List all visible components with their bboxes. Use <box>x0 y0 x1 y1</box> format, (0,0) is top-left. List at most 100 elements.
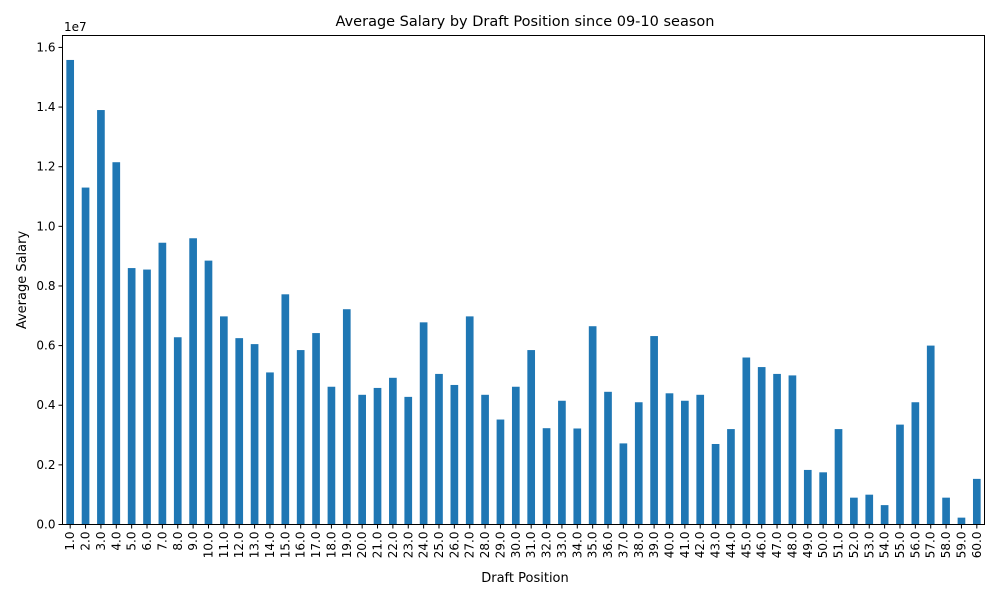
x-tick-label: 2.0 <box>79 532 93 551</box>
y-tick-label: 0.0 <box>36 518 55 532</box>
bar-49.0 <box>803 469 812 525</box>
y-tick-label: 1.2 <box>36 160 55 174</box>
bar-16.0 <box>296 350 305 525</box>
bar-15.0 <box>281 294 290 525</box>
x-tick-label: 35.0 <box>586 532 600 559</box>
bar-35.0 <box>588 326 597 525</box>
bar-14.0 <box>266 372 274 525</box>
bar-17.0 <box>312 333 320 525</box>
x-tick-label: 4.0 <box>109 532 123 551</box>
bar-45.0 <box>742 357 751 525</box>
bar-19.0 <box>342 309 351 525</box>
x-tick-label: 48.0 <box>785 532 799 559</box>
bar-39.0 <box>650 336 658 525</box>
x-tick-label: 33.0 <box>555 532 569 559</box>
x-tick-label: 19.0 <box>340 532 354 559</box>
x-tick-label: 56.0 <box>908 532 922 559</box>
x-tick-label: 43.0 <box>709 532 723 559</box>
bar-12.0 <box>235 338 244 525</box>
x-tick-label: 38.0 <box>632 532 646 559</box>
bar-11.0 <box>220 316 228 525</box>
x-tick-label: 34.0 <box>570 532 584 559</box>
x-tick-label: 46.0 <box>755 532 769 559</box>
y-axis-label: Average Salary <box>15 231 30 330</box>
bar-20.0 <box>358 394 366 525</box>
chart-title: Average Salary by Draft Position since 0… <box>336 14 715 30</box>
bar-36.0 <box>604 391 612 525</box>
bar-4.0 <box>112 162 121 525</box>
bar-24.0 <box>419 322 428 525</box>
x-tick-label: 13.0 <box>248 532 262 559</box>
x-tick-label: 14.0 <box>263 532 277 559</box>
x-tick-label: 31.0 <box>524 532 538 559</box>
x-tick-label: 7.0 <box>155 532 169 551</box>
bar-57.0 <box>926 345 935 525</box>
bar-18.0 <box>327 386 336 525</box>
x-tick-label: 26.0 <box>447 532 461 559</box>
bar-53.0 <box>865 494 874 525</box>
x-tick-label: 24.0 <box>417 532 431 559</box>
bar-60.0 <box>972 478 981 525</box>
bar-38.0 <box>634 402 643 525</box>
bar-54.0 <box>880 505 889 525</box>
bar-34.0 <box>573 428 582 525</box>
x-tick-label: 42.0 <box>693 532 707 559</box>
x-axis-label: Draft Position <box>481 571 569 586</box>
bar-27.0 <box>465 316 474 525</box>
bar-1.0 <box>66 59 75 525</box>
x-tick-label: 29.0 <box>493 532 507 559</box>
bar-13.0 <box>250 344 259 525</box>
bar-42.0 <box>696 394 705 525</box>
x-tick-label: 55.0 <box>893 532 907 559</box>
x-tick-label: 32.0 <box>540 532 554 559</box>
x-tick-label: 5.0 <box>125 532 139 551</box>
bar-55.0 <box>896 424 904 525</box>
x-tick-label: 58.0 <box>939 532 953 559</box>
bar-50.0 <box>819 472 827 525</box>
x-tick-label: 9.0 <box>186 532 200 551</box>
x-tick-label: 18.0 <box>324 532 338 559</box>
bar-48.0 <box>788 375 797 525</box>
x-tick-label: 3.0 <box>94 532 108 551</box>
x-tick-label: 10.0 <box>201 532 215 559</box>
x-tick-label: 47.0 <box>770 532 784 559</box>
x-tick-label: 12.0 <box>232 532 246 559</box>
bar-21.0 <box>373 387 382 525</box>
y-tick-label: 0.2 <box>36 458 55 472</box>
x-tick-label: 15.0 <box>278 532 292 559</box>
x-tick-label: 49.0 <box>801 532 815 559</box>
bar-23.0 <box>404 396 413 525</box>
bar-9.0 <box>189 238 197 525</box>
bar-3.0 <box>97 110 105 525</box>
bar-59.0 <box>957 517 966 525</box>
x-tick-label: 45.0 <box>739 532 753 559</box>
x-tick-label: 27.0 <box>463 532 477 559</box>
bar-32.0 <box>542 428 551 525</box>
bar-22.0 <box>389 377 397 525</box>
plot-area-frame <box>62 35 985 525</box>
bar-25.0 <box>435 373 443 525</box>
bar-56.0 <box>911 402 920 525</box>
x-tick-label: 30.0 <box>509 532 523 559</box>
x-tick-label: 28.0 <box>478 532 492 559</box>
x-tick-label: 6.0 <box>140 532 154 551</box>
bar-10.0 <box>204 260 213 525</box>
x-tick-label: 40.0 <box>662 532 676 559</box>
bar-44.0 <box>727 429 735 525</box>
bar-30.0 <box>511 386 520 525</box>
y-tick-label: 1.6 <box>36 40 55 54</box>
bar-26.0 <box>450 384 459 525</box>
x-tick-label: 23.0 <box>401 532 415 559</box>
x-tick-label: 53.0 <box>862 532 876 559</box>
bar-51.0 <box>834 429 843 525</box>
bar-29.0 <box>496 419 505 525</box>
bar-series <box>66 59 981 525</box>
y-tick-label: 0.6 <box>36 339 55 353</box>
bar-37.0 <box>619 443 628 525</box>
x-tick-label: 51.0 <box>832 532 846 559</box>
x-tick-label: 36.0 <box>601 532 615 559</box>
x-tick-label: 17.0 <box>309 532 323 559</box>
x-tick-label: 50.0 <box>816 532 830 559</box>
x-tick-label: 44.0 <box>724 532 738 559</box>
